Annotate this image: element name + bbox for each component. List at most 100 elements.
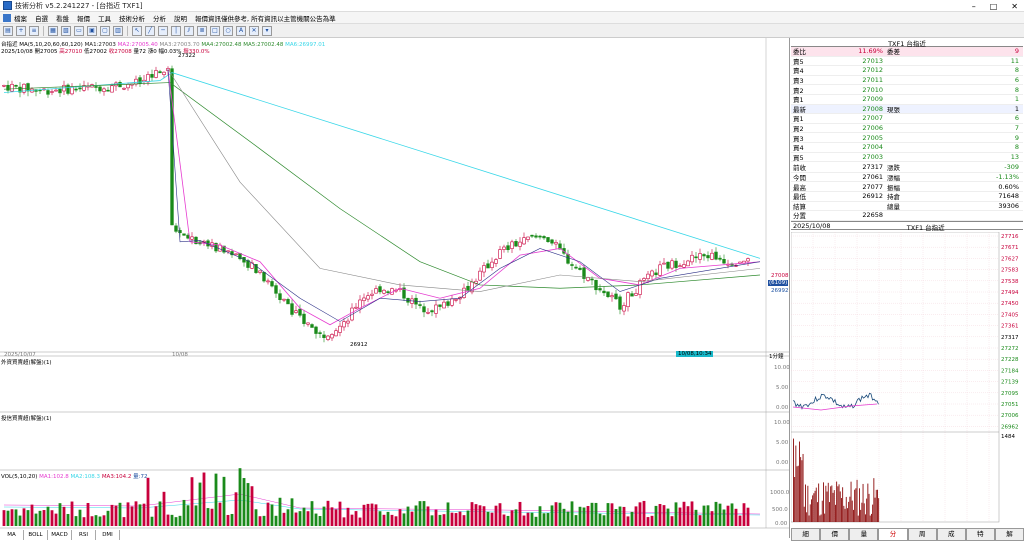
candle-body [538,235,542,238]
menu-help[interactable]: 說明 [174,14,187,23]
tab-week[interactable]: 周 [907,528,937,541]
candle-body [154,70,158,78]
open-icon[interactable]: ▤ [3,25,13,36]
bid-row-1[interactable]: 買1 27007 6 [791,114,1023,124]
bid-row-4[interactable]: 買4 27004 8 [791,143,1023,153]
ask-row-4[interactable]: 賣4 27012 8 [791,66,1023,76]
candle-body [74,88,78,91]
volume-bar [122,517,126,526]
window1-icon[interactable]: ▭ [74,25,84,36]
menu-view[interactable]: 看盤 [56,14,69,23]
ask-row-2[interactable]: 賣2 27010 8 [791,85,1023,95]
channel-tool-icon[interactable]: ⫽ [184,25,194,36]
maximize-icon[interactable]: □ [989,1,998,11]
tab-price[interactable]: 價 [820,528,850,541]
mini-vol-bar [832,492,834,522]
add-icon[interactable]: + [16,25,26,36]
line-tool-icon[interactable]: ╱ [145,25,155,36]
candle-body [486,263,490,269]
volume-bar [322,506,326,526]
tab-analysis[interactable]: 解 [994,528,1024,541]
bid-row-5[interactable]: 買5 27003 13 [791,153,1023,163]
candle-body [482,265,486,273]
tab-minute[interactable]: 分 [878,528,908,541]
menu-quote[interactable]: 報價 [77,14,90,23]
tab-special[interactable]: 特 [965,528,995,541]
volume-bar [326,500,330,526]
menu-tools[interactable]: 工具 [98,14,111,23]
delete-tool-icon[interactable]: ✕ [249,25,259,36]
tab-macd[interactable]: MACD [48,530,72,540]
tab-dmi[interactable]: DMI [96,530,120,540]
ask-row-1[interactable]: 賣1 27009 1 [791,95,1023,105]
mini-tick-label: 27006 [1001,413,1019,419]
volume-bar [14,509,18,526]
volume-bar [114,505,118,526]
mini-vol-bar [818,483,820,522]
window2-icon[interactable]: ▣ [87,25,97,36]
volume-bar [418,501,422,526]
menu-watchlist[interactable]: 自選 [35,14,48,23]
list-icon[interactable]: ≡ [29,25,39,36]
tab-boll[interactable]: BOLL [24,530,48,540]
menu-technical[interactable]: 技術分析 [119,14,145,23]
ohlc-amp: 振330.0% [183,49,210,55]
bid-row-3[interactable]: 買3 27005 9 [791,133,1023,143]
hline-tool-icon[interactable]: ─ [158,25,168,36]
volume-bar [610,503,614,526]
minimize-icon[interactable]: – [971,1,976,11]
candle-body [654,272,658,276]
tab-volume[interactable]: 量 [849,528,879,541]
candle-body [710,252,714,260]
ask-row-3[interactable]: 賣3 27011 6 [791,76,1023,86]
mini-chart[interactable]: 27716 27671 27627 27583 27538 27494 27450 27405… [791,232,1024,527]
vline-tool-icon[interactable]: │ [171,25,181,36]
volume-bar [414,505,418,526]
candle-body [618,296,622,310]
chart-canvas[interactable] [0,38,790,538]
volume-bar [118,502,122,526]
pointer-icon[interactable]: ↖ [132,25,142,36]
grid-icon[interactable]: ▦ [48,25,58,36]
candle-body [550,239,554,244]
tab-detail[interactable]: 細 [791,528,821,541]
window4-icon[interactable]: ▥ [113,25,123,36]
candle-body [290,303,294,315]
save-icon[interactable]: ▾ [262,25,272,36]
candle-body [326,335,330,340]
menu-analysis[interactable]: 分析 [153,14,166,23]
foreign-tick-10: 10.00 [774,365,790,371]
ask-row-5[interactable]: 賣5 27013 11 [791,57,1023,67]
candle-body [18,86,22,93]
volume-bar [138,504,142,526]
volume-bar [562,508,566,526]
main-chart-area[interactable]: 台指近 MA(5,10,20,60,60,120) MA1:27003 MA2:… [0,38,790,538]
mini-vol-bar [817,502,818,522]
menu-file[interactable]: 檔案 [14,14,27,23]
mini-tick-label: 27671 [1001,245,1019,251]
mini-vol-bar [874,497,876,522]
xaxis-mid-label: 10/08 [172,352,188,358]
volume-bar [258,516,262,526]
tab-trade[interactable]: 成 [936,528,966,541]
fib-tool-icon[interactable]: ≣ [197,25,207,36]
mini-vol-bar [868,493,870,522]
row-label: 賣2 [793,86,804,95]
volume-bar [618,506,622,526]
volume-bar [502,514,506,526]
candle-body [466,285,470,291]
close-icon[interactable]: ✕ [1011,1,1018,11]
interval-label[interactable]: 1分鐘 [769,354,784,360]
rect-tool-icon[interactable]: □ [210,25,220,36]
circle-tool-icon[interactable]: ○ [223,25,233,36]
chart-icon[interactable]: ▧ [61,25,71,36]
mini-vol-bar [865,514,866,522]
text-tool-icon[interactable]: A [236,25,246,36]
bid-row-2[interactable]: 買2 27006 7 [791,124,1023,134]
volume-bar [634,506,638,526]
row-label: 買1 [793,115,804,124]
tab-rsi[interactable]: RSI [72,530,96,540]
row-qty: 6 [1014,114,1019,123]
window3-icon[interactable]: ▢ [100,25,110,36]
tab-ma[interactable]: MA [0,530,24,540]
